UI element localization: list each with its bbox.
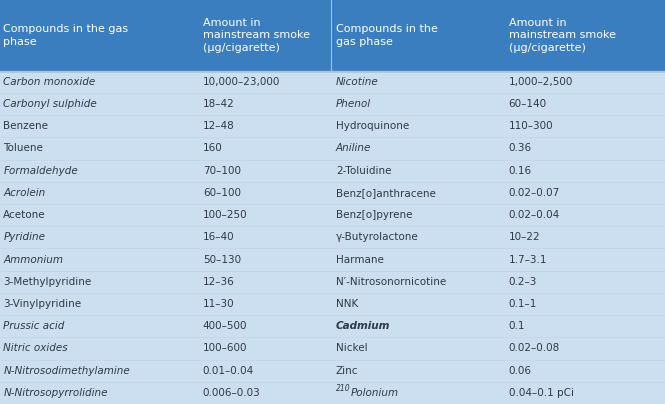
Text: 0.16: 0.16 [509, 166, 532, 176]
Text: Acetone: Acetone [3, 210, 46, 220]
Text: 400–500: 400–500 [203, 321, 247, 331]
Text: 0.02–0.07: 0.02–0.07 [509, 188, 560, 198]
Text: 10,000–23,000: 10,000–23,000 [203, 77, 280, 87]
Text: Compounds in the gas
phase: Compounds in the gas phase [3, 24, 128, 47]
Text: Benzene: Benzene [3, 121, 49, 131]
Text: 0.36: 0.36 [509, 143, 532, 154]
Text: Prussic acid: Prussic acid [3, 321, 65, 331]
Text: Polonium: Polonium [350, 388, 398, 398]
Text: 12–48: 12–48 [203, 121, 235, 131]
Bar [0, 0, 665, 71]
Text: 1.7–3.1: 1.7–3.1 [509, 255, 547, 265]
Bar [0, 71, 665, 404]
Text: Nicotine: Nicotine [336, 77, 378, 87]
Text: Benz[o]anthracene: Benz[o]anthracene [336, 188, 436, 198]
Text: 2-Toluidine: 2-Toluidine [336, 166, 391, 176]
Text: Pyridine: Pyridine [3, 232, 45, 242]
Text: 3-Vinylpyridine: 3-Vinylpyridine [3, 299, 81, 309]
Text: Zinc: Zinc [336, 366, 358, 376]
Text: 60–140: 60–140 [509, 99, 547, 109]
Text: Nitric oxides: Nitric oxides [3, 343, 68, 354]
Text: N-Nitrosopyrrolidine: N-Nitrosopyrrolidine [3, 388, 108, 398]
Text: 1,000–2,500: 1,000–2,500 [509, 77, 573, 87]
Text: 0.01–0.04: 0.01–0.04 [203, 366, 254, 376]
Text: 0.06: 0.06 [509, 366, 532, 376]
Text: 0.1: 0.1 [509, 321, 525, 331]
Text: 50–130: 50–130 [203, 255, 241, 265]
Text: Formaldehyde: Formaldehyde [3, 166, 78, 176]
Text: N′-Nitrosonornicotine: N′-Nitrosonornicotine [336, 277, 446, 287]
Text: 0.2–3: 0.2–3 [509, 277, 537, 287]
Text: 60–100: 60–100 [203, 188, 241, 198]
Text: Ammonium: Ammonium [3, 255, 63, 265]
Text: 11–30: 11–30 [203, 299, 235, 309]
Text: γ-Butyrolactone: γ-Butyrolactone [336, 232, 418, 242]
Text: Harmane: Harmane [336, 255, 384, 265]
Text: 12–36: 12–36 [203, 277, 235, 287]
Text: Phenol: Phenol [336, 99, 371, 109]
Text: 210: 210 [336, 384, 350, 393]
Text: Compounds in the
gas phase: Compounds in the gas phase [336, 24, 438, 47]
Text: 0.02–0.08: 0.02–0.08 [509, 343, 560, 354]
Text: 10–22: 10–22 [509, 232, 541, 242]
Text: Acrolein: Acrolein [3, 188, 46, 198]
Text: N-Nitrosodimethylamine: N-Nitrosodimethylamine [3, 366, 130, 376]
Text: Toluene: Toluene [3, 143, 43, 154]
Text: 70–100: 70–100 [203, 166, 241, 176]
Text: Carbonyl sulphide: Carbonyl sulphide [3, 99, 97, 109]
Text: Cadmium: Cadmium [336, 321, 390, 331]
Text: 0.02–0.04: 0.02–0.04 [509, 210, 560, 220]
Text: 100–600: 100–600 [203, 343, 247, 354]
Text: 16–40: 16–40 [203, 232, 235, 242]
Text: Carbon monoxide: Carbon monoxide [3, 77, 96, 87]
Text: 160: 160 [203, 143, 223, 154]
Text: NNK: NNK [336, 299, 358, 309]
Text: Hydroquinone: Hydroquinone [336, 121, 409, 131]
Text: 3-Methylpyridine: 3-Methylpyridine [3, 277, 92, 287]
Text: 0.1–1: 0.1–1 [509, 299, 537, 309]
Text: Nickel: Nickel [336, 343, 368, 354]
Text: Benz[o]pyrene: Benz[o]pyrene [336, 210, 412, 220]
Text: 100–250: 100–250 [203, 210, 247, 220]
Text: Amount in
mainstream smoke
(μg/cigarette): Amount in mainstream smoke (μg/cigarette… [203, 17, 310, 53]
Text: 0.04–0.1 pCi: 0.04–0.1 pCi [509, 388, 574, 398]
Text: 110–300: 110–300 [509, 121, 553, 131]
Text: 18–42: 18–42 [203, 99, 235, 109]
Text: 0.006–0.03: 0.006–0.03 [203, 388, 261, 398]
Text: Aniline: Aniline [336, 143, 371, 154]
Text: Amount in
mainstream smoke
(μg/cigarette): Amount in mainstream smoke (μg/cigarette… [509, 17, 616, 53]
